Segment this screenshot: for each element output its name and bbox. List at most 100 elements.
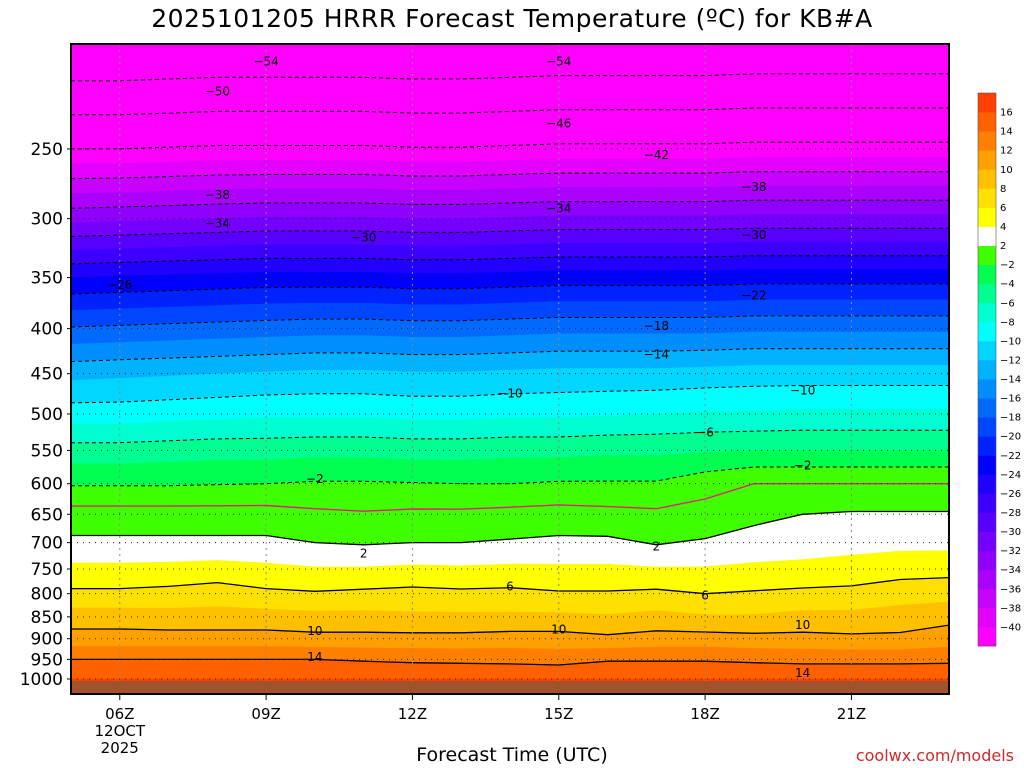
isotherm-line [71,141,949,150]
colorbar-swatch [978,417,996,437]
contour-label-text: −34 [546,201,571,215]
contour-label-text: −18 [644,319,669,333]
contour-label-text: −10 [497,387,522,401]
contour-label-text: −2 [794,458,812,472]
colorbar-label: −38 [1000,603,1021,614]
isotherm-line [71,429,949,444]
colorbar-label: 10 [1000,165,1013,176]
colorbar-label: −4 [1000,279,1015,290]
colorbar-swatch [978,245,996,266]
y-tick-label: 900 [31,630,63,650]
colorbar-label: −36 [1000,584,1021,595]
contour-label-text: 2 [360,546,368,560]
contour-label: 10 [307,624,322,638]
colorbar-swatch [978,455,996,475]
contour-label-text: −30 [741,228,766,242]
contour-label-text: 6 [506,579,514,593]
contour-label-text: −26 [107,278,132,292]
contour-label-text: 14 [795,666,810,680]
y-tick-label: 300 [31,210,63,230]
colorbar-label: −22 [1000,451,1021,462]
contour-label: 10 [551,622,566,636]
chart-title: 2025101205 HRRR Forecast Temperature (ºC… [151,4,873,33]
isotherm-line [71,315,949,328]
colorbar-label: −26 [1000,489,1021,500]
colorbar-label: 12 [1000,146,1013,157]
x-tick-date: 12OCT [95,722,146,740]
isotherm-line [71,658,949,666]
contour-label-text: −30 [351,230,376,244]
colorbar-label: −34 [1000,565,1021,576]
contour-label: −18 [644,319,669,333]
contour-label-text: −46 [546,117,571,131]
contour-label-text: −10 [790,383,815,397]
y-tick-label: 700 [31,534,63,554]
contour-label-text: −54 [546,55,571,69]
x-tick-label: 06Z [105,705,134,723]
contour-label-text: 6 [701,589,709,603]
colorbar-label: −10 [1000,336,1021,347]
colorbar-label: −32 [1000,546,1021,557]
colorbar-swatch [978,150,996,170]
contour-label-text: 10 [551,622,566,636]
colorbar-label: −16 [1000,394,1021,405]
contour-label: 2 [653,539,661,553]
colorbar: 16 14 12 10 8 6 4 2 −2 −4 −6 −8 −10 −12 −14 −16 −18 −20 −2… [977,92,1021,647]
colorbar-swatch [978,569,996,590]
colorbar-label: 2 [1000,241,1006,252]
contour-label: −54 [253,55,278,69]
colorbar-frame [977,92,997,647]
colorbar-swatch [978,112,996,132]
colorbar-label: −12 [1000,355,1021,366]
contour-label-text: 10 [795,618,810,632]
colorbar-swatch [978,359,996,380]
y-tick-label: 350 [31,269,63,289]
y-tick-label: 250 [31,140,63,160]
y-tick-label: 550 [31,441,63,461]
contour-label: −10 [790,383,815,397]
colorbar-label: −2 [1000,260,1015,271]
colorbar-swatch [978,474,996,494]
colorbar-swatch [978,169,996,189]
contour-label-text: 10 [307,624,322,638]
contour-label: −34 [546,201,571,215]
isotherm-line [71,510,949,546]
colorbar-swatch [978,283,996,304]
x-tick-label: 15Z [544,705,573,723]
colorbar-label: −6 [1000,298,1015,309]
isotherm-line [71,107,949,116]
freezing-line [71,483,949,512]
y-tick-label: 850 [31,608,63,628]
surface-band [71,681,949,694]
colorbar-swatch [978,550,996,571]
colorbar-swatch [978,398,996,418]
isotherm-line [71,171,949,180]
x-axis-title: Forecast Time (UTC) [416,744,608,766]
plot-frame [70,43,950,695]
y-tick-label: 500 [31,405,63,425]
colorbar-swatch [978,436,996,456]
contour-label-text: −34 [205,217,230,231]
credit-link[interactable]: coolwx.com/models [855,746,1014,765]
contour-label-text: −38 [741,180,766,194]
contour-label: −38 [205,188,230,202]
isotherm-line [71,576,949,595]
colorbar-label: −28 [1000,508,1021,519]
contour-label-text: −2 [306,472,324,486]
isotherm-line [71,199,949,209]
contour-label: 14 [795,666,810,680]
colorbar-label: −8 [1000,317,1015,328]
colorbar-swatch [978,188,996,208]
colorbar-swatch [978,626,996,647]
colorbar-swatch [978,302,996,323]
isotherm-line [71,73,949,82]
y-tick-label: 600 [31,475,63,495]
colorbar-label: 16 [1000,108,1013,119]
contour-label: −34 [205,217,230,231]
isotherm-line [71,348,949,363]
contour-label-text: −42 [644,148,669,162]
x-tick-label: 18Z [690,705,719,723]
y-tick-label: 450 [31,365,63,385]
x-tick-year: 2025 [101,739,139,757]
contour-label: 6 [506,579,514,593]
